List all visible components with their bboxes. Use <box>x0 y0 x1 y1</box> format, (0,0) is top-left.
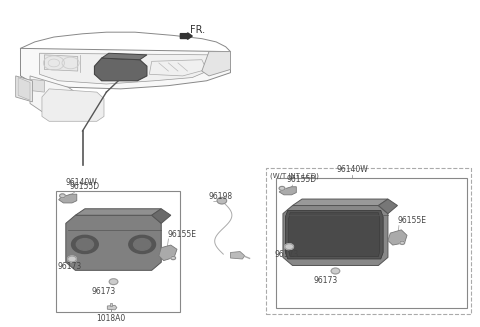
Polygon shape <box>39 53 211 84</box>
Polygon shape <box>378 199 397 214</box>
Text: (W/T INT LCD): (W/T INT LCD) <box>270 172 319 179</box>
Polygon shape <box>159 245 177 261</box>
Bar <box>276 178 467 308</box>
Polygon shape <box>75 209 161 215</box>
Polygon shape <box>16 76 33 102</box>
Text: 96198: 96198 <box>209 192 233 201</box>
Polygon shape <box>42 89 104 121</box>
Circle shape <box>331 268 340 274</box>
Circle shape <box>217 198 227 204</box>
Polygon shape <box>30 76 78 116</box>
Circle shape <box>285 244 293 250</box>
Polygon shape <box>30 79 44 92</box>
Text: 96173: 96173 <box>58 262 82 271</box>
Polygon shape <box>230 251 245 259</box>
Polygon shape <box>44 55 78 71</box>
Polygon shape <box>388 230 407 245</box>
Bar <box>56 191 180 313</box>
Text: 96155E: 96155E <box>397 216 427 225</box>
Text: 1018A0: 1018A0 <box>96 314 126 323</box>
Text: 96140W: 96140W <box>336 165 368 174</box>
Polygon shape <box>285 210 383 259</box>
Text: 96155D: 96155D <box>287 176 317 184</box>
Polygon shape <box>21 48 230 89</box>
Circle shape <box>129 235 156 253</box>
Polygon shape <box>279 187 296 195</box>
Polygon shape <box>292 199 388 206</box>
Circle shape <box>133 239 151 250</box>
Text: 96173: 96173 <box>314 276 338 285</box>
Circle shape <box>68 256 76 262</box>
FancyArrow shape <box>180 33 192 39</box>
Text: 96173: 96173 <box>275 250 299 259</box>
Polygon shape <box>202 52 230 76</box>
Circle shape <box>76 239 94 250</box>
Polygon shape <box>108 305 117 310</box>
Polygon shape <box>18 77 30 100</box>
Polygon shape <box>95 58 147 81</box>
Circle shape <box>400 241 405 244</box>
Polygon shape <box>102 53 147 60</box>
Polygon shape <box>66 215 161 270</box>
Bar <box>266 168 471 314</box>
Circle shape <box>72 235 98 253</box>
Text: 96173: 96173 <box>92 286 116 296</box>
Text: FR.: FR. <box>190 26 205 35</box>
Text: 96140W: 96140W <box>66 178 97 187</box>
Text: 96155E: 96155E <box>168 230 196 239</box>
Polygon shape <box>283 206 388 266</box>
Polygon shape <box>59 194 77 203</box>
Circle shape <box>171 256 176 260</box>
Circle shape <box>60 194 65 198</box>
Text: 96155D: 96155D <box>69 182 99 191</box>
Polygon shape <box>288 213 380 257</box>
Circle shape <box>279 186 285 190</box>
Polygon shape <box>149 60 206 76</box>
Polygon shape <box>110 303 112 306</box>
Polygon shape <box>152 209 171 223</box>
Circle shape <box>109 279 118 284</box>
